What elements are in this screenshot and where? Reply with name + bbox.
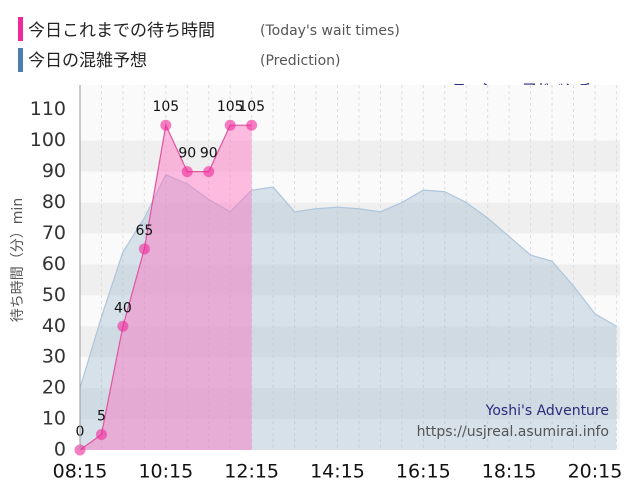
data-label: 5 — [97, 409, 106, 425]
legend-label: 今日の混雑予想 — [28, 51, 147, 71]
data-label: 105 — [152, 99, 179, 115]
y-tick-label: 80 — [42, 191, 66, 213]
y-tick-label: 30 — [42, 346, 66, 368]
area — [80, 174, 617, 451]
grid-band — [80, 388, 620, 420]
data-label: 105 — [238, 99, 265, 115]
marker — [246, 119, 258, 131]
y-tick-label: 70 — [42, 222, 66, 244]
marker — [224, 119, 236, 131]
y-tick-label: 20 — [42, 377, 66, 399]
area — [80, 125, 252, 451]
y-tick-label: 100 — [30, 129, 66, 151]
x-tick-label: 20:15 — [568, 461, 623, 483]
y-tick-label: 60 — [42, 253, 66, 275]
watermark: https://usjreal.asumirai.info — [417, 424, 609, 440]
x-tick-label: 08:15 — [53, 461, 108, 483]
legend-swatch — [18, 48, 23, 72]
x-tick-label: 16:15 — [396, 461, 451, 483]
x-tick-label: 10:15 — [138, 461, 193, 483]
x-tick-label: 12:15 — [224, 461, 279, 483]
marker — [138, 243, 150, 255]
legend-swatch — [18, 17, 23, 41]
grid-band — [80, 264, 620, 296]
x-tick-label: 14:15 — [310, 461, 365, 483]
y-tick-label: 50 — [42, 284, 66, 306]
y-tick-label: 0 — [54, 439, 66, 461]
legend-sublabel: (Today's wait times) — [260, 23, 400, 39]
grid-band — [80, 140, 620, 172]
marker — [203, 166, 215, 178]
legend-sublabel: (Prediction) — [260, 53, 340, 69]
y-tick-label: 10 — [42, 408, 66, 430]
marker — [181, 166, 193, 178]
data-label: 40 — [114, 300, 132, 316]
grid-band — [80, 326, 620, 358]
data-label: 65 — [135, 223, 153, 239]
data-label: 90 — [200, 146, 218, 162]
x-tick-label: 18:15 — [482, 461, 537, 483]
line — [79, 173, 617, 389]
legend-label: 今日これまでの待ち時間 — [28, 21, 215, 41]
plot: 0 10 20 30 40 50 60 70 80 90 100 110 08:15 10:15 12:15… — [30, 85, 623, 483]
data-label: 90 — [178, 146, 196, 162]
y-tick-label: 110 — [30, 98, 66, 120]
marker — [95, 429, 107, 441]
y-tick-label: 90 — [42, 160, 66, 182]
y-axis-label: 待ち時間（分）min — [10, 198, 26, 322]
data-label: 105 — [217, 99, 244, 115]
watermark: Yoshi's Adventure — [485, 403, 609, 419]
marker — [117, 320, 129, 332]
marker — [160, 119, 172, 131]
y-tick-label: 40 — [42, 315, 66, 337]
